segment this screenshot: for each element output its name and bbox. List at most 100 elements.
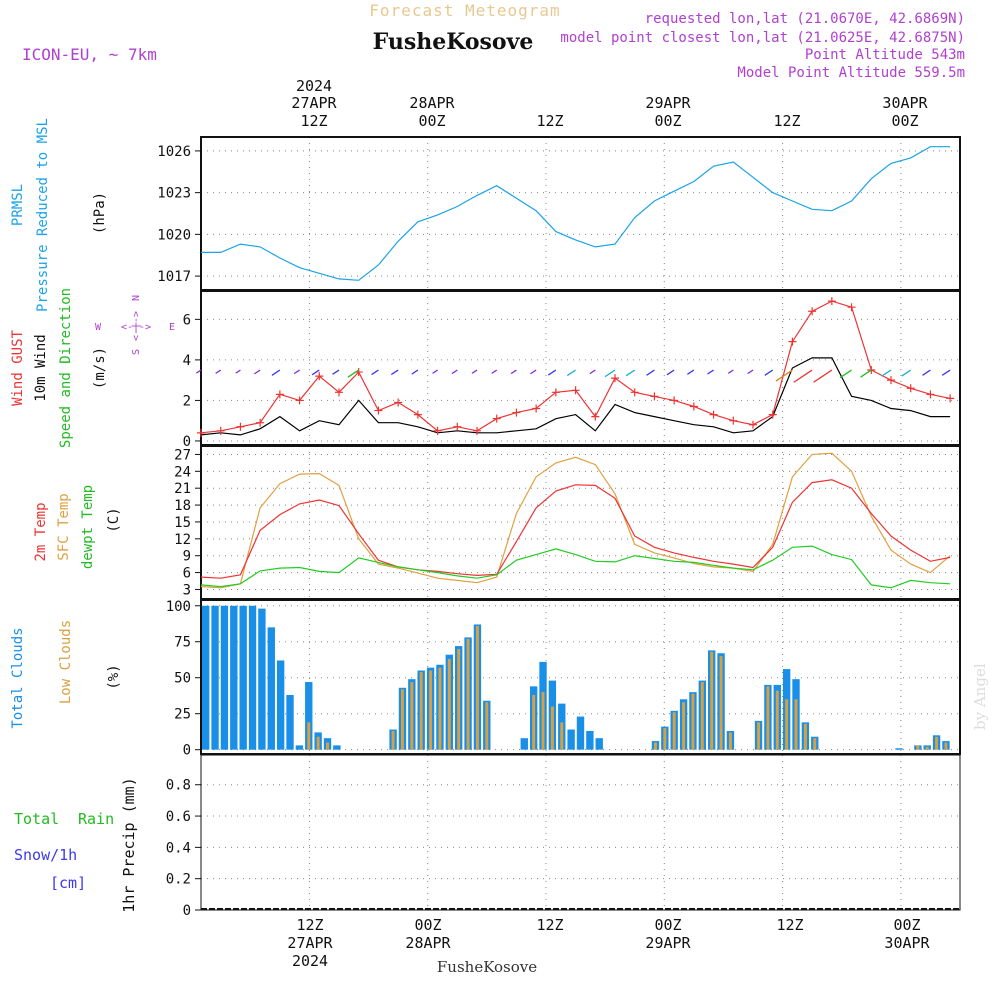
top-tick-l2: 29APR [645, 94, 691, 112]
compass-n: N [131, 295, 142, 301]
bottom-tick-l1: 00Z [654, 916, 681, 934]
gust-marker [551, 388, 560, 397]
top-tick-l2: 30APR [882, 94, 928, 112]
gust-marker [216, 426, 225, 435]
wind-direction-arrow [471, 369, 478, 374]
top-tick-l3: 00Z [654, 112, 681, 130]
low-clouds-bar [466, 638, 470, 750]
gust-marker [571, 386, 580, 395]
gust-marker [611, 374, 619, 383]
wind-direction-arrow [371, 369, 379, 376]
gust-marker [492, 414, 501, 423]
low-clouds-bar [560, 722, 564, 750]
y-tick-label: 0.4 [166, 840, 191, 856]
total-clouds-bar [248, 605, 257, 750]
low-clouds-bar [429, 670, 433, 750]
p1-label-prmsl: PRMSL [10, 184, 26, 226]
station-title: FusheKosove [373, 29, 534, 55]
wind-direction-arrow [707, 369, 714, 375]
wind-direction-arrow [604, 369, 616, 378]
closest-coords: model point closest lon,lat (21.0625E, 4… [560, 30, 965, 46]
low-clouds-bar [400, 689, 404, 750]
panel-frame [200, 754, 961, 911]
gust-marker [630, 388, 639, 397]
low-clouds-bar [419, 671, 423, 750]
p2-label-wind: 10m Wind [33, 334, 49, 401]
total-clouds-bar [220, 605, 229, 750]
bottom-time-axis: 12Z 27APR 2024 00Z 28APR 12Z 00Z 29APR 1… [287, 916, 930, 970]
wind-direction-arrow [687, 369, 695, 375]
y-tick-label: 6 [183, 566, 191, 582]
gust-series-line [200, 300, 951, 434]
forecast-title: Forecast Meteogram [369, 1, 560, 20]
p1-label-pressure: Pressure Reduced to MSL [35, 118, 51, 312]
y-tick-label: 0 [183, 743, 191, 759]
bottom-tick-l3: 2024 [292, 952, 328, 970]
low-clouds-bar [757, 722, 761, 750]
total-clouds-bar [333, 745, 341, 750]
gust-marker [788, 337, 797, 346]
low-clouds-bar [475, 625, 479, 750]
low-clouds-bar [663, 728, 667, 750]
p5-label-rain: Rain [78, 810, 114, 828]
y-tick-label: 27 [174, 447, 191, 463]
low-clouds-bar [485, 702, 489, 750]
panel-frame [200, 599, 961, 755]
model-label: ICON-EU, ~ 7km [22, 45, 157, 64]
total-clouds-bar [258, 608, 266, 750]
wind-direction-arrow [390, 369, 399, 376]
y-tick-label: 3 [183, 582, 191, 598]
low-clouds-bar [682, 702, 686, 750]
bottom-tick-l1: 00Z [414, 916, 441, 934]
gust-marker [729, 416, 738, 425]
bottom-tick-l1: 12Z [296, 916, 323, 934]
y-tick-label: 1023 [157, 186, 191, 202]
bottom-tick-l2: 28APR [405, 934, 451, 952]
top-tick-l3: 12Z [300, 112, 327, 130]
total-clouds-bar [230, 605, 238, 750]
wind-direction-arrow [589, 369, 596, 375]
wind-direction-arrow [510, 369, 517, 375]
gust-marker [275, 390, 284, 399]
requested-coords: requested lon,lat (21.0670E, 42.6869N) [645, 11, 965, 27]
gust-marker [946, 394, 955, 403]
wind-direction-arrow [235, 369, 241, 374]
p3-label-2m: 2m Temp [33, 502, 49, 561]
gust-marker [808, 307, 817, 316]
gust-marker [887, 376, 895, 385]
wind-direction-arrow [271, 369, 281, 376]
p1-label-unit: (hPa) [92, 192, 108, 234]
top-tick-l3: 00Z [418, 112, 445, 130]
p5-label-cm: [cm] [50, 874, 86, 892]
gust-marker [709, 410, 718, 419]
y-tick-label: 21 [174, 481, 191, 497]
point-altitude: Point Altitude 543m [805, 47, 965, 63]
total-clouds-bar [895, 748, 903, 750]
footer-station: FusheKosove [437, 958, 537, 976]
y-tick-label: 1026 [157, 144, 191, 160]
wind-direction-arrow [764, 369, 774, 376]
p2-label-unit: (m/s) [92, 347, 108, 389]
low-clouds-bar [307, 722, 311, 750]
p5-label-snow: Snow/1h [14, 846, 77, 864]
y-tick-label: 15 [174, 515, 191, 531]
total-clouds-bar [595, 738, 603, 750]
low-clouds-bar [541, 692, 545, 750]
wind-direction-arrow [666, 369, 675, 376]
y-tick-label: 100 [166, 599, 191, 615]
compass-w: W [95, 322, 102, 333]
total-clouds-bar [567, 729, 575, 750]
low-clouds-bar [935, 736, 939, 750]
gust-marker [433, 426, 442, 435]
wind-direction-arrow [727, 369, 734, 374]
low-clouds-bar [700, 682, 704, 750]
low-clouds-bar [391, 730, 395, 750]
low-clouds-bar [785, 699, 789, 750]
gust-marker [670, 396, 679, 405]
y-tick-label: 24 [174, 464, 191, 480]
bottom-tick-l2: 30APR [884, 934, 930, 952]
total-clouds-bar [305, 682, 313, 750]
low-clouds-bar [447, 659, 451, 750]
wind-direction-arrow [793, 369, 813, 383]
bottom-tick-l1: 12Z [776, 916, 803, 934]
